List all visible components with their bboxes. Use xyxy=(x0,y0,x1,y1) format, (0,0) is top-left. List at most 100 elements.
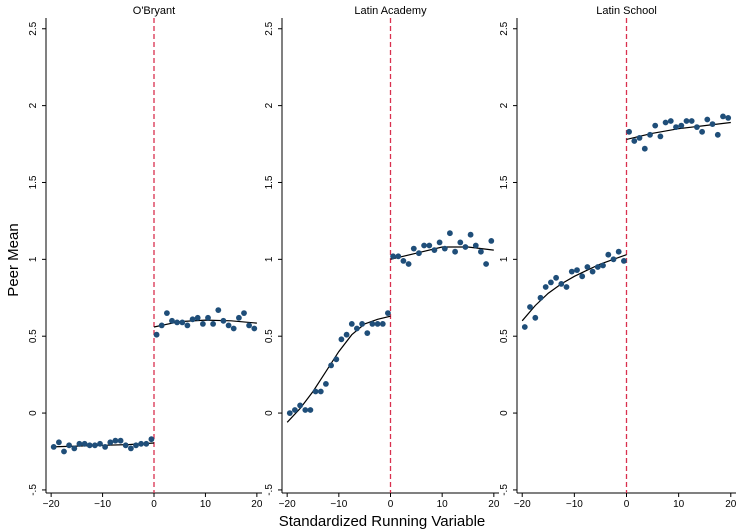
data-point xyxy=(112,437,119,444)
data-point xyxy=(532,314,539,321)
y-axis-title: Peer Mean xyxy=(5,223,22,296)
data-point xyxy=(312,388,319,395)
data-point xyxy=(436,239,443,246)
data-point xyxy=(621,258,627,264)
y-tick-label: 0 xyxy=(264,410,275,416)
data-point xyxy=(405,261,412,267)
data-point xyxy=(641,145,648,152)
data-point xyxy=(220,317,227,324)
data-point xyxy=(307,407,314,413)
y-tick-label: 2.5 xyxy=(264,21,275,35)
y-tick-label: 1 xyxy=(499,256,510,262)
data-point xyxy=(348,321,355,327)
x-tick-label: −20 xyxy=(43,499,60,510)
data-point xyxy=(694,124,700,130)
data-point xyxy=(225,322,232,329)
data-point xyxy=(714,131,721,138)
data-point xyxy=(467,231,474,238)
y-tick-label: 1 xyxy=(264,256,275,262)
panel-title: Latin School xyxy=(596,5,657,17)
data-point xyxy=(527,304,533,310)
panel-2: Latin Academy -.5 0 0.5 1 1.5 2 2.5 −20 −10 0 10 20 xyxy=(264,5,500,510)
data-point xyxy=(81,440,88,447)
data-point xyxy=(478,248,484,255)
data-point xyxy=(194,314,201,321)
data-point xyxy=(369,321,376,327)
x-tick-label: 10 xyxy=(437,499,449,510)
y-tick-label: 1.5 xyxy=(264,175,275,189)
data-point xyxy=(50,444,57,450)
y-tick-label: 0 xyxy=(499,410,510,416)
x-tick-label: −10 xyxy=(566,499,583,510)
data-point xyxy=(251,325,258,332)
data-point xyxy=(86,442,93,449)
data-point xyxy=(662,119,669,126)
data-point xyxy=(338,336,345,343)
data-point xyxy=(579,273,586,280)
data-point xyxy=(400,258,407,264)
data-point xyxy=(61,448,67,455)
data-point xyxy=(709,121,716,127)
data-point xyxy=(704,116,711,123)
y-tick-label: -.5 xyxy=(264,484,275,496)
x-tick-label: −10 xyxy=(330,499,347,510)
data-point xyxy=(354,325,360,332)
data-point xyxy=(605,251,612,258)
y-tick-label: 2.5 xyxy=(499,21,510,35)
y-tick-label: 1.5 xyxy=(28,175,39,189)
data-point xyxy=(483,261,489,267)
data-point xyxy=(323,381,329,387)
data-point xyxy=(205,314,211,321)
data-point xyxy=(725,115,732,121)
x-tick-label: 10 xyxy=(200,499,212,510)
data-point xyxy=(563,284,570,290)
data-point xyxy=(426,242,433,249)
data-point xyxy=(359,321,365,327)
y-tick-label: 2 xyxy=(499,102,510,108)
data-point xyxy=(210,321,217,327)
y-tick-label: 1 xyxy=(28,256,39,262)
data-point xyxy=(699,128,705,135)
data-point xyxy=(584,264,591,270)
data-point xyxy=(441,245,448,252)
data-point xyxy=(215,307,222,313)
data-point xyxy=(472,242,479,249)
x-tick-label: 10 xyxy=(673,499,685,510)
data-point xyxy=(76,440,83,447)
data-point xyxy=(374,321,381,327)
data-point xyxy=(184,322,191,329)
data-point xyxy=(395,253,402,260)
fit-curve-left xyxy=(521,254,627,322)
data-point xyxy=(678,122,685,129)
data-point xyxy=(102,444,108,450)
y-tick-label: 1.5 xyxy=(499,175,510,189)
data-point xyxy=(652,122,659,129)
data-point xyxy=(452,248,458,255)
data-point xyxy=(169,317,175,324)
data-point xyxy=(673,124,679,130)
panel-title: O'Bryant xyxy=(133,5,175,17)
data-point xyxy=(107,439,114,446)
data-point xyxy=(537,294,544,301)
data-point xyxy=(594,264,601,270)
data-point xyxy=(636,135,643,141)
data-point xyxy=(688,118,695,124)
data-point xyxy=(647,131,653,138)
data-point xyxy=(683,118,690,124)
data-point xyxy=(589,268,596,275)
data-point xyxy=(488,238,495,244)
data-point xyxy=(600,262,606,269)
panels: O'Bryant-.500.511.522.5−20 −10 0 10 20Latin … xyxy=(28,5,737,510)
data-point xyxy=(236,314,242,321)
data-point xyxy=(615,248,622,255)
x-tick-label: −20 xyxy=(279,499,296,510)
data-point xyxy=(158,322,165,329)
data-point xyxy=(343,331,350,338)
data-point xyxy=(416,250,422,257)
data-point xyxy=(379,321,386,327)
y-tick-label: -.5 xyxy=(28,484,39,496)
data-point xyxy=(241,310,247,316)
y-tick-label: 2 xyxy=(28,102,39,108)
data-point xyxy=(66,442,72,449)
